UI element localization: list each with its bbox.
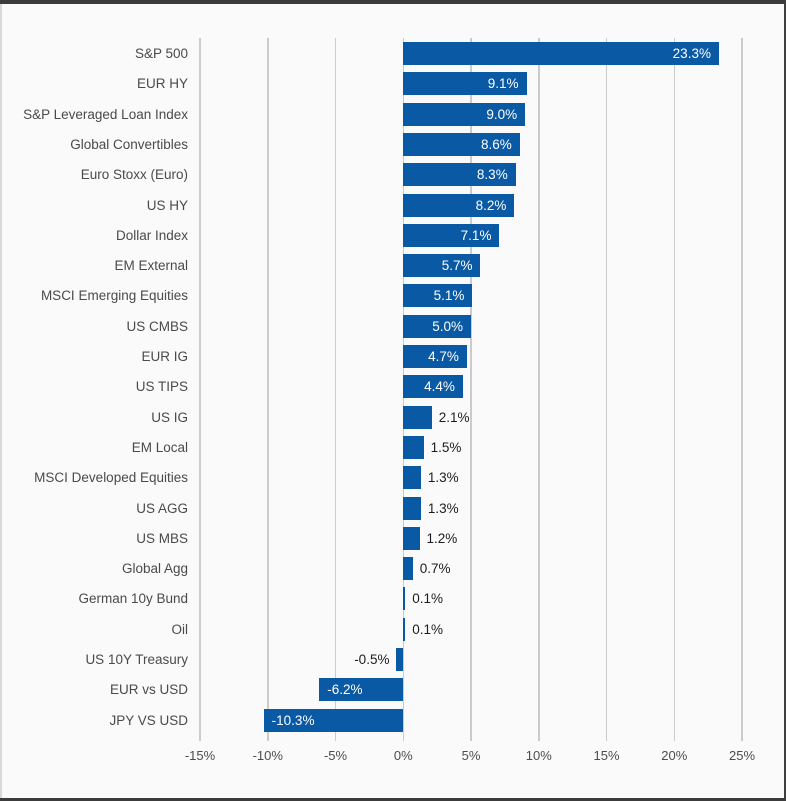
bar: [403, 72, 527, 96]
category-label: US 10Y Treasury: [85, 652, 188, 667]
gridline: [605, 38, 608, 741]
value-label: 0.1%: [412, 591, 444, 607]
value-label: 8.2%: [475, 197, 507, 213]
gridline: [334, 38, 337, 741]
x-axis-tick-label: 5%: [461, 748, 481, 763]
bar: [403, 496, 421, 520]
category-label: EUR HY: [136, 76, 188, 92]
category-label: US AGG: [136, 500, 188, 516]
value-label: -10.3%: [271, 712, 315, 728]
frame-bottom-edge: [0, 798, 786, 801]
gridline: [538, 38, 540, 741]
category-label: MSCI Emerging Equities: [40, 288, 188, 304]
x-axis-tick-label: -10%: [252, 748, 283, 763]
category-label: EM Local: [131, 439, 188, 455]
category-label: S&P 500: [134, 46, 188, 61]
bar: [403, 102, 526, 126]
gridline: [741, 38, 743, 741]
bar: [319, 678, 404, 702]
bar: [403, 526, 420, 550]
category-label: German 10y Bund: [78, 591, 188, 607]
value-label: 9.1%: [487, 76, 519, 92]
bar: [403, 132, 520, 156]
value-label: 1.5%: [430, 439, 462, 455]
category-label: US MBS: [136, 530, 188, 546]
bar: [403, 587, 406, 611]
gridline: [673, 38, 675, 741]
bar: [403, 254, 481, 278]
bar: [403, 284, 473, 308]
value-label: 1.3%: [427, 470, 459, 486]
gridline: [267, 38, 269, 741]
value-label: 2.1%: [438, 409, 470, 425]
bar: [263, 708, 404, 732]
category-label: Global Convertibles: [70, 136, 188, 152]
bar: [396, 648, 404, 671]
bar: [403, 223, 500, 247]
value-label: 7.1%: [460, 227, 492, 243]
value-label: 9.0%: [486, 106, 518, 122]
value-label: 5.0%: [432, 318, 463, 334]
gridline: [470, 38, 472, 741]
x-axis-tick-label: -5%: [323, 748, 348, 763]
category-label: MSCI Developed Equities: [34, 470, 188, 486]
value-label: -6.2%: [327, 682, 363, 698]
bar: [403, 345, 467, 368]
category-label: US IG: [151, 409, 188, 425]
x-axis-tick-label: 25%: [728, 748, 756, 763]
category-label: Euro Stoxx (Euro): [80, 167, 188, 183]
value-label: 8.6%: [480, 136, 512, 152]
x-axis-tick-label: 0%: [393, 748, 413, 763]
bar: [403, 617, 406, 641]
x-axis-tick-label: -15%: [184, 748, 216, 763]
category-label: Dollar Index: [115, 227, 188, 243]
value-label: -0.5%: [354, 652, 390, 667]
category-label: Global Agg: [121, 561, 188, 577]
category-label: US TIPS: [135, 379, 188, 395]
value-label: 8.3%: [476, 167, 508, 183]
value-label: 5.1%: [433, 288, 465, 304]
value-label: 5.7%: [441, 258, 473, 274]
category-label: JPY VS USD: [109, 712, 188, 728]
bar: [403, 435, 424, 459]
frame-top-edge: [0, 0, 786, 4]
bar: [403, 557, 413, 581]
category-label: S&P Leveraged Loan Index: [23, 106, 188, 122]
bar: [403, 42, 719, 65]
value-label: 0.7%: [419, 561, 451, 577]
category-label: Oil: [171, 621, 189, 637]
x-axis-tick-label: 20%: [661, 748, 688, 763]
bar: [403, 405, 432, 429]
value-label: 1.2%: [426, 530, 458, 546]
bar: [403, 466, 421, 490]
bar: [403, 193, 515, 217]
category-label: US CMBS: [126, 318, 188, 334]
category-label: EM External: [114, 258, 188, 274]
bar: [403, 375, 463, 399]
gridline: [199, 38, 201, 741]
x-axis-tick-label: 15%: [593, 748, 620, 763]
value-label: 0.1%: [412, 621, 444, 637]
category-label: EUR vs USD: [109, 682, 188, 698]
value-label: 4.7%: [428, 349, 459, 364]
value-label: 1.3%: [427, 500, 459, 516]
x-axis-tick-label: 10%: [525, 748, 552, 763]
category-label: US HY: [146, 197, 188, 213]
frame-left-edge: [0, 4, 2, 798]
category-label: EUR IG: [141, 349, 188, 364]
bar: [403, 314, 471, 338]
frame-right-edge: [784, 4, 786, 798]
bar: [403, 163, 516, 187]
value-label: 23.3%: [672, 46, 711, 61]
value-label: 4.4%: [424, 379, 455, 395]
